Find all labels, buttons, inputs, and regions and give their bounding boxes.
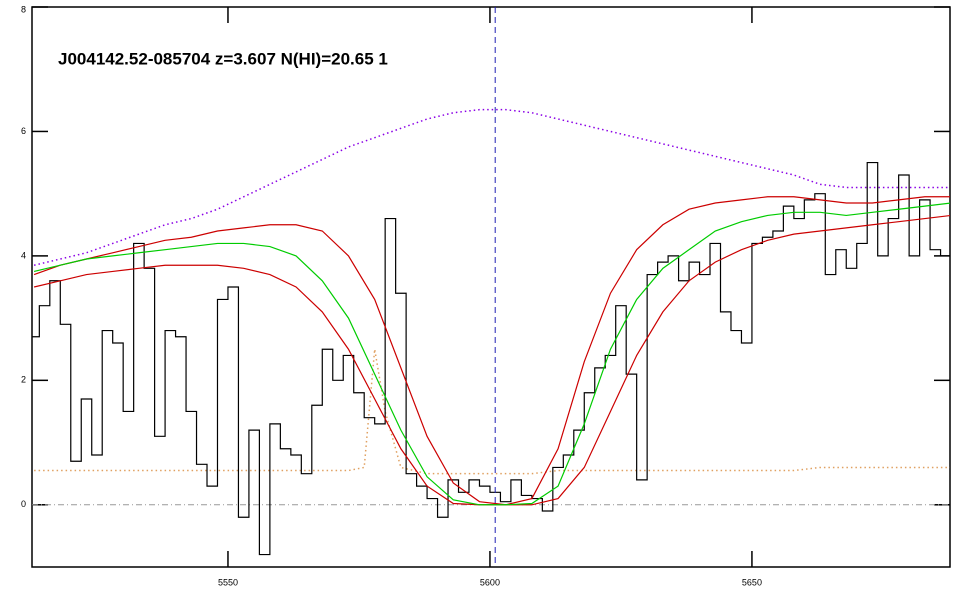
y-tick-label: 6 — [21, 126, 26, 136]
y-tick-label: 8 — [21, 4, 26, 14]
x-tick-label: 5600 — [480, 577, 500, 587]
chart-title: J004142.52-085704 z=3.607 N(HI)=20.65 1 — [58, 49, 388, 68]
plot-frame — [31, 6, 951, 568]
series-line — [34, 349, 950, 475]
y-tick-label: 4 — [21, 250, 26, 260]
y-tick-label: 2 — [21, 375, 26, 385]
x-tick-label: 5650 — [742, 577, 762, 587]
series-line — [33, 202, 950, 506]
y-tick-label: 0 — [21, 499, 26, 509]
series-line — [33, 196, 950, 506]
series-line — [33, 108, 950, 266]
x-tick-label: 5550 — [218, 577, 238, 587]
series-line — [33, 214, 950, 506]
series-line — [32, 161, 950, 556]
